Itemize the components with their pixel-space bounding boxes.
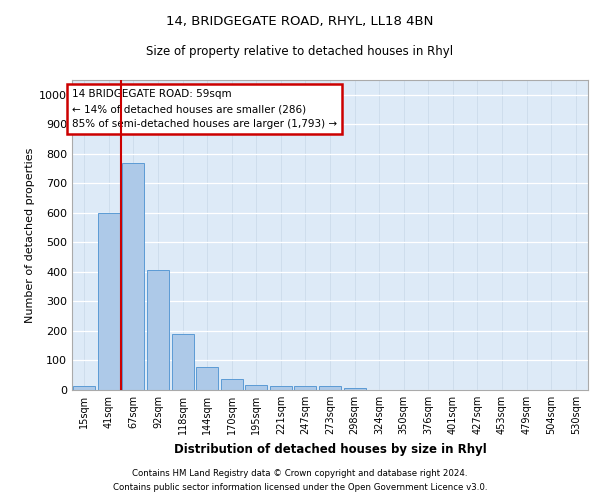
Bar [221, 379, 243, 390]
Bar [172, 334, 194, 390]
X-axis label: Distribution of detached houses by size in Rhyl: Distribution of detached houses by size … [173, 442, 487, 456]
Bar [344, 388, 365, 390]
Bar [196, 367, 218, 390]
Bar [73, 386, 95, 390]
Bar [147, 270, 169, 390]
Bar [245, 384, 268, 390]
Bar [295, 386, 316, 390]
Bar [98, 213, 120, 390]
Bar [122, 162, 145, 390]
Text: 14 BRIDGEGATE ROAD: 59sqm
← 14% of detached houses are smaller (286)
85% of semi: 14 BRIDGEGATE ROAD: 59sqm ← 14% of detac… [72, 90, 337, 129]
Text: Contains HM Land Registry data © Crown copyright and database right 2024.: Contains HM Land Registry data © Crown c… [132, 468, 468, 477]
Bar [319, 386, 341, 390]
Text: Contains public sector information licensed under the Open Government Licence v3: Contains public sector information licen… [113, 484, 487, 492]
Bar [270, 386, 292, 390]
Text: Size of property relative to detached houses in Rhyl: Size of property relative to detached ho… [146, 45, 454, 58]
Text: 14, BRIDGEGATE ROAD, RHYL, LL18 4BN: 14, BRIDGEGATE ROAD, RHYL, LL18 4BN [166, 15, 434, 28]
Y-axis label: Number of detached properties: Number of detached properties [25, 148, 35, 322]
